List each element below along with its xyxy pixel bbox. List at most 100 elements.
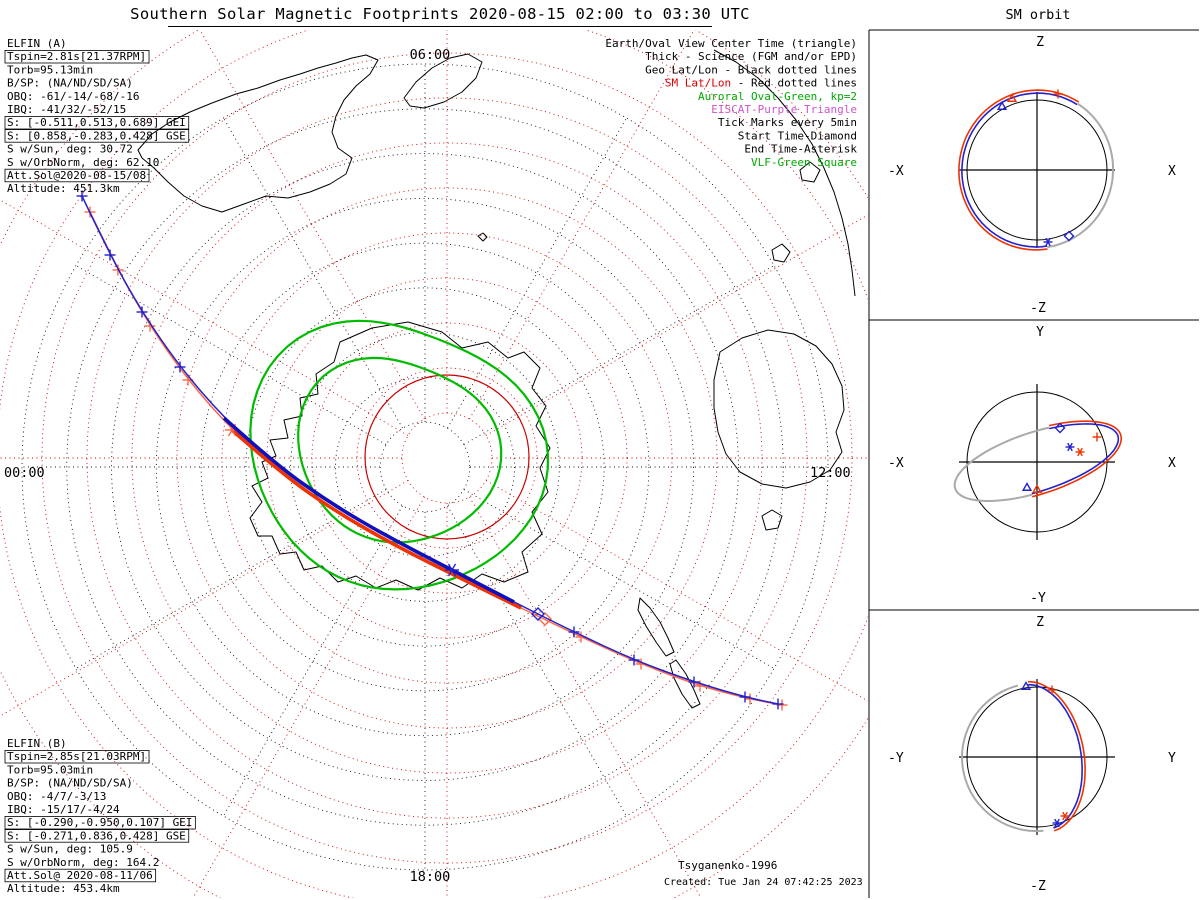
- legend-line: Tick Marks every 5min: [718, 116, 857, 129]
- asterisk-marker: [1052, 818, 1062, 828]
- elfin-a-info-line: IBQ: -41/32/-52/15: [7, 103, 126, 116]
- elfin-a-footprint: [76, 190, 784, 710]
- axis-label-left: -X: [888, 456, 904, 471]
- coastline: [799, 161, 821, 183]
- axis-label-top: Z: [1036, 615, 1044, 630]
- elfin-a-info-line: Tspin=2.81s[21.37RPM]: [7, 50, 146, 63]
- axis-label-right: X: [1168, 164, 1176, 179]
- diamond-marker: [1063, 230, 1075, 242]
- orbit-farside: [1047, 102, 1115, 249]
- coastline: [249, 321, 551, 591]
- lt-label-0600: 06:00: [410, 47, 451, 63]
- geo-grid: [21, 63, 829, 871]
- legend-line: SM Lat/Lon - Red dotted lines: [665, 77, 857, 90]
- axis-label-bottom: -Y: [1030, 591, 1046, 606]
- sm-orbit-panel-2: Y -Y -X X: [888, 325, 1176, 606]
- asterisk-marker: [1075, 447, 1085, 457]
- elfin-a-footprint-tick: [76, 190, 88, 202]
- axis-label-bottom: -Z: [1030, 301, 1046, 316]
- coastline: [477, 232, 488, 242]
- elfin-a-info-box: [4, 129, 190, 143]
- elfin-a-footprint-tick: [104, 249, 116, 261]
- elfin-a-info-line: Att.Sol@2020-08-15/08: [7, 169, 146, 182]
- legend-line: VLF-Green Square: [751, 156, 857, 169]
- plus-marker: [1047, 685, 1057, 695]
- elfin-a-footprint-tick: [772, 698, 784, 710]
- elfin-a-info-line: B/SP: (NA/ND/SD/SA): [7, 77, 133, 90]
- axis-label-right: Y: [1168, 751, 1176, 766]
- elfin-b-info-box: [4, 829, 190, 843]
- orbit-elfin-a: [1031, 423, 1120, 495]
- axis-label-top: Y: [1036, 325, 1044, 340]
- elfin-a-info: ELFIN (A)Tspin=2.81s[21.37RPM]Torb=95.13…: [4, 37, 190, 195]
- lt-label-0000: 00:00: [4, 465, 45, 481]
- axis-label-bottom: -Z: [1030, 879, 1046, 894]
- coastline: [403, 53, 483, 109]
- elfin-a-footprint-line: [81, 195, 779, 705]
- triangle-marker: [1031, 484, 1043, 493]
- sm-orbit-panel-1: Z -Z -X X: [888, 35, 1176, 316]
- elfin-b-info-line: S: [-0.290,-0.950,0.107] GEI: [7, 816, 192, 829]
- elfin-b-footprint: [84, 206, 788, 711]
- orbit-elfin-a: [1028, 683, 1083, 829]
- sm-orbit-panel-layer: Z -Z -X X Y -Y -X X Z -Z -Y Y: [888, 35, 1176, 894]
- elfin-b-info-line: Torb=95.03min: [7, 763, 93, 776]
- lt-label-1200: 12:00: [810, 465, 851, 481]
- elfin-a-info-line: S w/OrbNorm, deg: 62.10: [7, 156, 159, 169]
- elfin-a-info-box: [4, 168, 150, 183]
- coastline: [713, 329, 845, 489]
- elfin-a-info-line: Altitude: 451.3km: [7, 182, 120, 195]
- triangle-marker: [996, 101, 1008, 110]
- elfin-a-footprint-tick: [568, 626, 580, 638]
- elfin-a-info-line: OBQ: -61/-14/-68/-16: [7, 90, 139, 103]
- sm-orbit-panel-3: Z -Z -Y Y: [888, 615, 1176, 894]
- elfin-a-info-line: S w/Sun, deg: 30.72: [7, 143, 133, 156]
- triangle-marker: [1020, 681, 1032, 690]
- coastline: [771, 243, 791, 263]
- elfin-a-footprint-tick: [136, 306, 148, 318]
- elfin-a-footprint-tick: [174, 361, 186, 373]
- asterisk-marker: [1065, 442, 1075, 452]
- legend-line: End Time-Asterisk: [744, 143, 857, 156]
- elfin-a-footprint-asterisk: [445, 563, 459, 577]
- main-title: Southern Solar Magnetic Footprints 2020-…: [130, 5, 750, 23]
- lt-label-1800: 18:00: [410, 869, 451, 885]
- orbit-elfin-b: [958, 89, 1080, 251]
- elfin-b-info-line: S w/Sun, deg: 105.9: [7, 843, 133, 856]
- axis-label-top: Z: [1036, 35, 1044, 50]
- axis-label-right: X: [1168, 456, 1176, 471]
- axis-label-left: -X: [888, 164, 904, 179]
- elfin-a-info-box: [4, 116, 190, 130]
- elfin-b-footprint-line: [89, 211, 783, 706]
- spacecraft-info-layer: ELFIN (A)Tspin=2.81s[21.37RPM]Torb=95.13…: [4, 37, 196, 895]
- elfin-b-info-box: [4, 750, 150, 764]
- elfin-a-info-line: S: [-0.511,0.513,0.689] GEI: [7, 116, 186, 129]
- legend-line: Earth/Oval View Center Time (triangle): [605, 37, 857, 50]
- elfin-b-info-line: Att.Sol@ 2020-08-11/06: [7, 869, 153, 882]
- asterisk-marker: [1060, 811, 1070, 821]
- elfin-b-info-line: Altitude: 453.4km: [7, 882, 120, 895]
- elfin-b-info-line: IBQ: -15/17/-4/24: [7, 803, 120, 816]
- triangle-marker: [1006, 93, 1018, 102]
- diamond-marker: [1054, 422, 1066, 434]
- elfin-b-info-line: S: [-0.271,0.836,0.428] GSE: [7, 829, 186, 842]
- elfin-a-footprint-science-segment: [222, 416, 515, 604]
- elfin-b-footprint-tick: [694, 680, 706, 692]
- orbit-elfin-b: [1031, 420, 1122, 498]
- legend-line: EISCAT-Purple Triangle: [711, 103, 857, 116]
- created-label: Created: Tue Jan 24 07:42:25 2023: [664, 877, 863, 888]
- elfin-a-footprint-tick: [688, 676, 700, 688]
- coastline: [761, 509, 783, 531]
- elfin-b-info: ELFIN (B)Tspin=2.85s[21.03RPM]Torb=95.03…: [4, 737, 196, 895]
- model-label: Tsyganenko-1996: [678, 859, 777, 872]
- sm-grid: [0, 30, 868, 898]
- plus-marker: [1092, 432, 1102, 442]
- coastline: [137, 54, 379, 213]
- orbit-farside: [953, 426, 1050, 502]
- elfin-b-info-title: ELFIN (B): [7, 737, 67, 750]
- triangle-marker: [1021, 482, 1033, 491]
- elfin-b-info-box: [4, 816, 196, 830]
- orbit-elfin-a: [961, 92, 1078, 248]
- legend-line: Geo Lat/Lon - Black dotted lines: [645, 63, 857, 76]
